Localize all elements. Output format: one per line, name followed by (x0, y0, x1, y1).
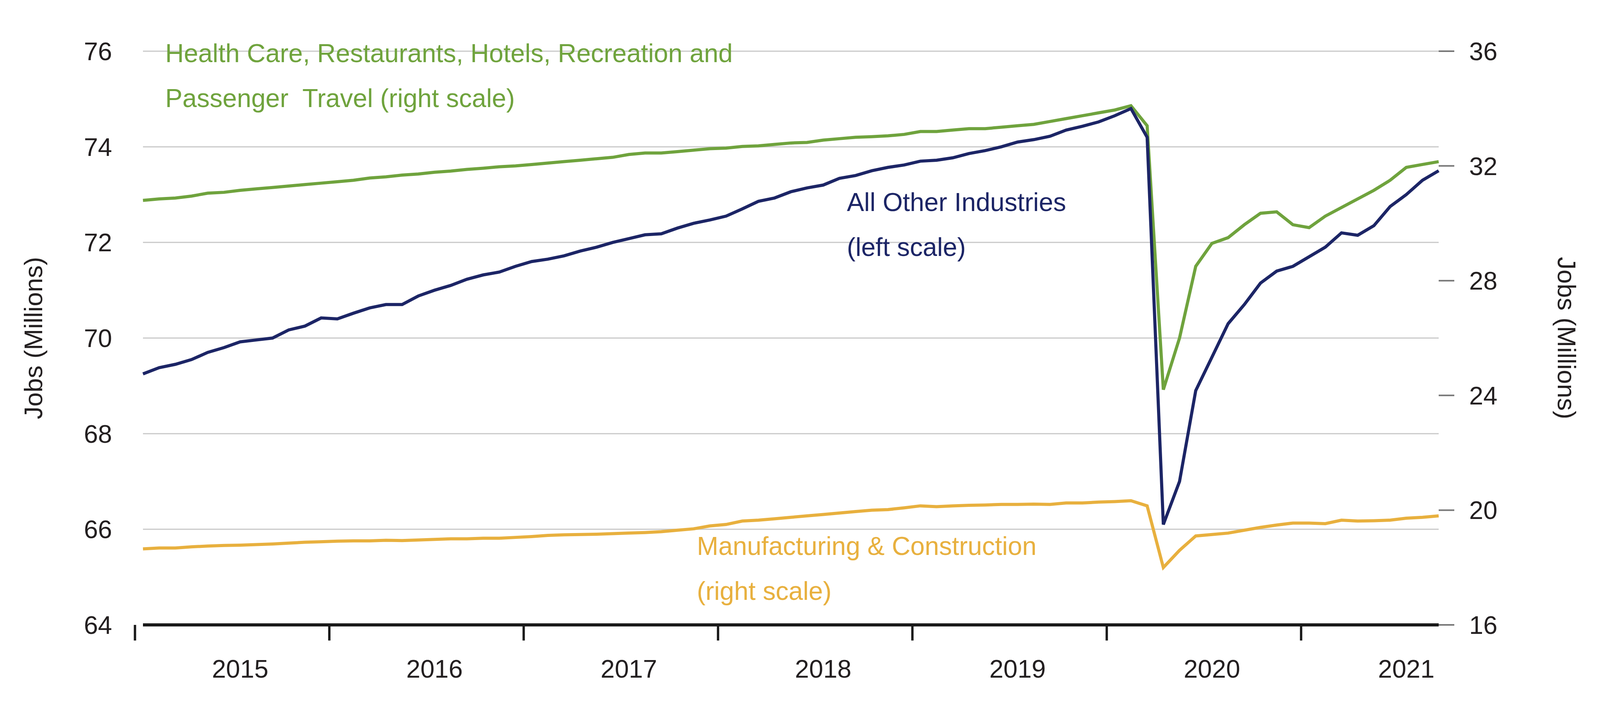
svg-text:2018: 2018 (794, 654, 852, 683)
svg-text:72: 72 (83, 228, 113, 257)
svg-text:2017: 2017 (600, 654, 658, 683)
svg-text:2019: 2019 (989, 654, 1047, 683)
svg-text:Jobs (Millions): Jobs (Millions) (19, 256, 48, 419)
svg-text:76: 76 (83, 37, 113, 66)
svg-text:(right scale): (right scale) (696, 576, 832, 606)
svg-text:2021: 2021 (1378, 654, 1435, 683)
svg-text:Health Care, Restaurants, Hote: Health Care, Restaurants, Hotels, Recrea… (165, 38, 733, 68)
svg-text:64: 64 (83, 610, 113, 640)
svg-text:Jobs (Millions): Jobs (Millions) (1552, 256, 1581, 419)
svg-text:2015: 2015 (211, 654, 269, 683)
svg-text:36: 36 (1469, 37, 1498, 66)
svg-text:66: 66 (83, 514, 113, 544)
svg-text:68: 68 (83, 419, 113, 449)
svg-text:20: 20 (1469, 495, 1498, 525)
svg-text:28: 28 (1469, 266, 1498, 295)
svg-text:24: 24 (1469, 381, 1498, 410)
svg-text:32: 32 (1469, 151, 1498, 181)
svg-text:All Other Industries: All Other Industries (846, 187, 1067, 217)
svg-text:74: 74 (83, 132, 113, 162)
svg-text:2016: 2016 (406, 654, 463, 683)
svg-text:70: 70 (83, 323, 113, 353)
svg-text:(left scale): (left scale) (846, 232, 966, 262)
svg-text:Passenger Travel (right scale: Passenger Travel (right scale) (165, 83, 515, 113)
svg-text:16: 16 (1469, 610, 1498, 640)
svg-text:2020: 2020 (1183, 654, 1241, 683)
svg-text:Manufacturing & Construction: Manufacturing & Construction (696, 531, 1037, 561)
